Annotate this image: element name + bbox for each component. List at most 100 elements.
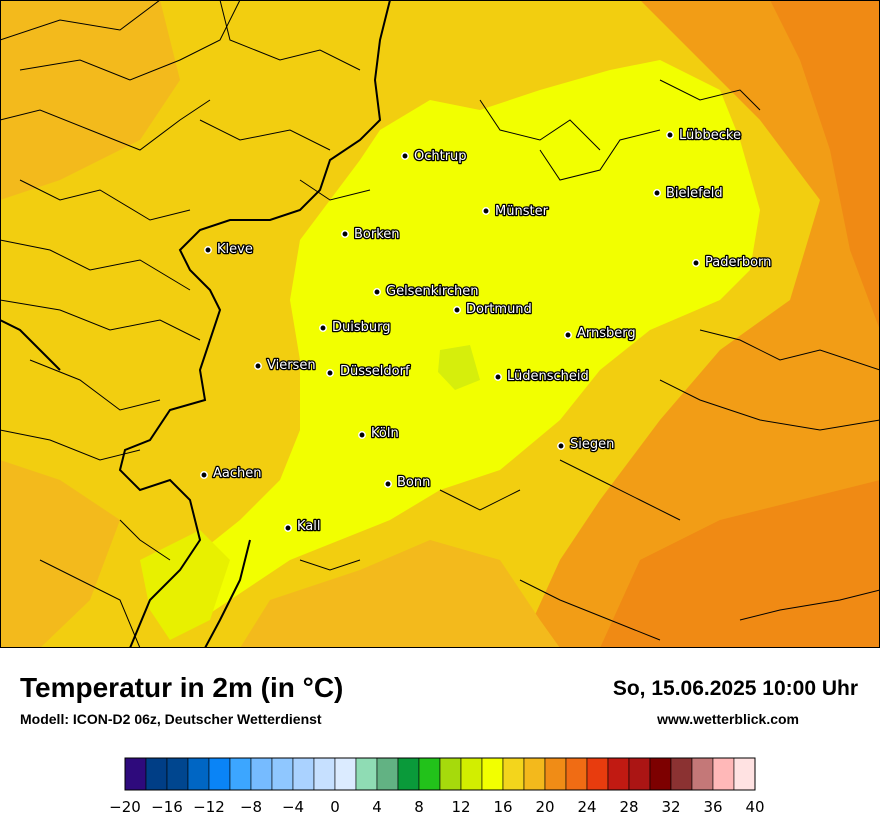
map-title: Temperatur in 2m (in °C): [20, 672, 344, 703]
legend-tick-label: −8: [240, 798, 262, 816]
legend-bin: [502, 757, 525, 791]
legend-tick-label: 16: [493, 798, 512, 816]
legend-bin: [229, 757, 252, 791]
city-marker: Arnsberg: [564, 325, 637, 342]
legend-tick-label: 0: [330, 798, 340, 816]
city-label: Borken: [354, 227, 400, 242]
city-label: Duisburg: [332, 320, 391, 335]
city-marker: Bonn: [384, 474, 432, 491]
legend-tick-label: 36: [703, 798, 722, 816]
legend-bins: [124, 757, 756, 791]
legend-bin: [439, 757, 462, 791]
city-label: Siegen: [570, 437, 614, 452]
legend-bin: [355, 757, 378, 791]
legend-tick-label: 24: [577, 798, 596, 816]
legend-bin: [376, 757, 399, 791]
city-label: Aachen: [213, 466, 261, 481]
legend-tick-label: 28: [619, 798, 638, 816]
yellow-core: [175, 60, 760, 620]
city-label: Dortmund: [466, 302, 532, 317]
legend-bin: [292, 757, 315, 791]
city-marker: Siegen: [557, 436, 616, 453]
city-label: Köln: [371, 426, 399, 441]
city-label: Viersen: [267, 358, 316, 373]
city-marker: Lübbecke: [666, 127, 742, 144]
city-marker: Kleve: [204, 241, 254, 258]
city-label: Gelsenkirchen: [386, 284, 479, 299]
city-marker: Paderborn: [692, 254, 773, 271]
legend-tick-label: 12: [451, 798, 470, 816]
city-marker: Münster: [482, 203, 550, 220]
city-label: Münster: [495, 204, 549, 219]
green-yellow-spot: [438, 345, 480, 390]
city-label: Lüdenscheid: [507, 369, 589, 384]
city-marker: Borken: [341, 226, 401, 243]
legend-bin: [523, 757, 546, 791]
city-label: Bielefeld: [666, 186, 723, 201]
legend-bin: [166, 757, 189, 791]
legend-tick-label: −4: [282, 798, 304, 816]
legend-tick-label: −16: [151, 798, 183, 816]
legend-bin: [397, 757, 420, 791]
legend-ticks: −20 −16 −12 −8 −4 0 4 8 12 16 20 24 28 32 36 40: [109, 798, 764, 816]
legend-bin: [418, 757, 441, 791]
yellow-patch-south: [140, 530, 230, 640]
legend-bin: [313, 757, 336, 791]
hot-zone-east: [770, 0, 880, 330]
city-label: Bonn: [397, 475, 430, 490]
state-borders: [0, 0, 391, 648]
legend-tick-label: 20: [535, 798, 554, 816]
city-label: Arnsberg: [577, 326, 636, 341]
city-marker: Kall: [284, 518, 322, 535]
temperature-map: Lübbecke Ochtrup Bielefeld Münster Borke…: [0, 0, 880, 648]
website-credit: www.wetterblick.com: [657, 711, 799, 727]
legend-tick-label: 4: [372, 798, 382, 816]
legend-bin: [187, 757, 210, 791]
city-marker: Duisburg: [319, 319, 392, 336]
legend-frame: [124, 757, 756, 791]
city-label: Düsseldorf: [340, 364, 410, 379]
legend-bin: [271, 757, 294, 791]
legend-bin: [334, 757, 357, 791]
legend-bin: [628, 757, 651, 791]
city-label: Kleve: [217, 242, 253, 257]
color-legend: −20 −16 −12 −8 −4 0 4 8 12 16 20 24 28 32 36 40: [109, 757, 765, 816]
legend-bin: [124, 757, 147, 791]
district-borders: [0, 0, 880, 648]
legend-bin: [481, 757, 504, 791]
warm-zone-west: [0, 0, 180, 200]
legend-bin: [544, 757, 567, 791]
city-marker: Ochtrup: [401, 148, 468, 165]
city-marker: Köln: [358, 425, 400, 442]
legend-bin: [670, 757, 693, 791]
city-marker: Bielefeld: [653, 185, 724, 202]
legend-bin: [712, 757, 735, 791]
legend-bin: [565, 757, 588, 791]
legend-tick-label: −12: [193, 798, 225, 816]
legend-tick-label: −20: [109, 798, 141, 816]
warm-zone-south: [240, 540, 560, 648]
warm-zone-east: [520, 0, 880, 648]
legend-bin: [145, 757, 168, 791]
legend-bin: [691, 757, 714, 791]
city-marker: Dortmund: [453, 301, 533, 318]
city-label: Paderborn: [705, 255, 771, 270]
legend-bin: [586, 757, 609, 791]
legend-bin: [649, 757, 672, 791]
city-marker: Lüdenscheid: [494, 368, 590, 385]
city-marker: Aachen: [200, 465, 263, 482]
legend-bin: [250, 757, 273, 791]
city-label: Kall: [297, 519, 321, 534]
legend-tick-label: 40: [745, 798, 764, 816]
legend-bin: [460, 757, 483, 791]
city-markers: Lübbecke Ochtrup Bielefeld Münster Borke…: [200, 127, 773, 535]
warm-zone-southwest: [0, 460, 120, 648]
city-label: Lübbecke: [679, 128, 741, 143]
valid-datetime: So, 15.06.2025 10:00 Uhr: [612, 677, 858, 700]
city-marker: Viersen: [254, 357, 317, 374]
city-marker: Düsseldorf: [326, 363, 411, 380]
hot-zone-southeast: [600, 480, 880, 648]
legend-tick-label: 8: [414, 798, 424, 816]
city-marker: Gelsenkirchen: [373, 283, 480, 300]
legend-bin: [607, 757, 630, 791]
